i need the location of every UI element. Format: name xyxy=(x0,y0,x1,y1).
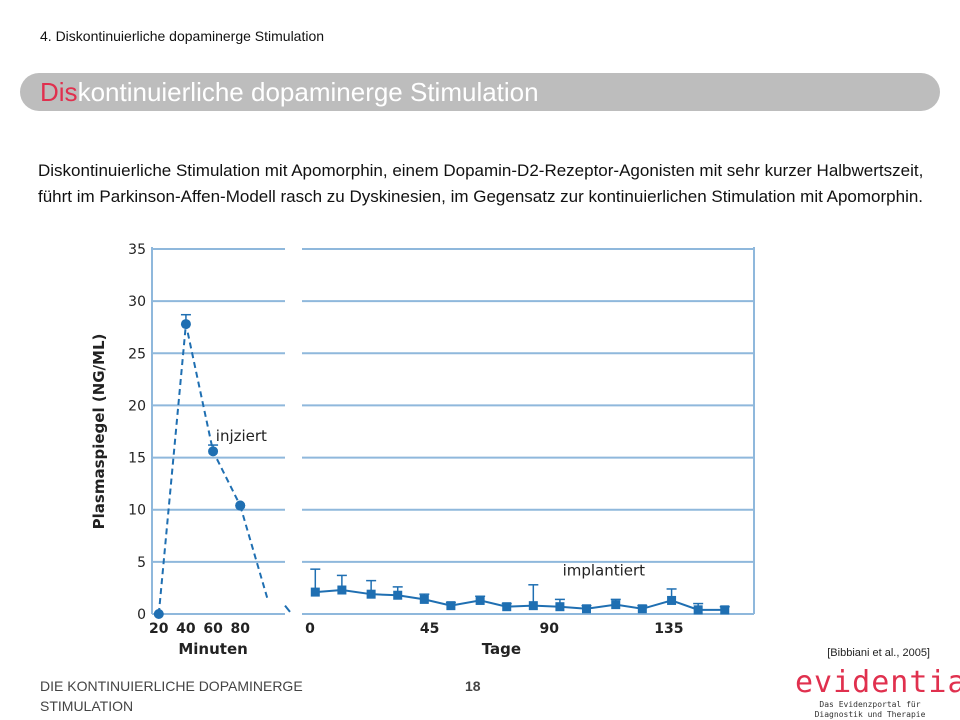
logo-wordmark: evidentia xyxy=(795,665,960,700)
breadcrumb: 4. Diskontinuierliche dopaminerge Stimul… xyxy=(40,28,325,44)
series-tail-injected xyxy=(239,505,269,599)
y-tick-label: 15 xyxy=(128,451,146,467)
y-tick-label: 25 xyxy=(128,346,146,362)
data-point-injected xyxy=(208,446,219,457)
title-rest: kontinuierliche dopaminerge Stimulation xyxy=(77,77,539,107)
y-tick-label: 20 xyxy=(128,398,146,414)
y-axis-label: Plasmaspiegel (NG/ML) xyxy=(90,334,108,530)
plasma-level-chart: 0 5 10 15 20 25 30 35 Plasmaspiegel (NG/ML) 20 40 6… xyxy=(90,242,755,658)
data-point-injected xyxy=(235,500,246,511)
series-line-implanted xyxy=(315,589,725,611)
data-point-implanted xyxy=(693,605,703,615)
data-point-implanted xyxy=(475,595,485,605)
title-bar: Diskontinuierliche dopaminerge Stimulati… xyxy=(20,73,940,111)
data-point-implanted xyxy=(581,604,591,614)
panel-break-mark xyxy=(284,605,291,613)
title-accent: Dis xyxy=(40,77,78,107)
y-tick-label: 30 xyxy=(128,294,146,310)
data-point-implanted xyxy=(502,602,512,612)
x-tick-label-days: 90 xyxy=(540,621,560,637)
data-point-implanted xyxy=(393,590,403,600)
x-tick-label-days: 0 xyxy=(305,621,315,637)
x-tick-label-days: 45 xyxy=(420,621,439,637)
y-tick-label: 10 xyxy=(128,503,146,519)
data-point-implanted xyxy=(310,587,320,597)
logo-tagline: Das Evidenzportal für Diagnostik und The… xyxy=(814,700,926,719)
data-point-implanted xyxy=(419,594,429,604)
series-line-injected xyxy=(157,323,242,615)
data-point-implanted xyxy=(337,585,347,595)
y-tick-label: 5 xyxy=(137,555,146,571)
data-point-implanted xyxy=(555,602,565,612)
y-tick-label: 0 xyxy=(137,607,146,623)
data-point-implanted xyxy=(720,605,730,615)
x-axis-label-minutes: Minuten xyxy=(178,640,247,658)
x-tick-label-minutes: 20 xyxy=(149,621,169,637)
series-label-implanted: implantiert xyxy=(563,561,646,579)
citation: [Bibbiani et al., 2005] xyxy=(827,647,930,659)
page-title: Diskontinuierliche dopaminerge Stimulati… xyxy=(40,77,539,107)
body-paragraph: Diskontinuierliche Stimulation mit Apomo… xyxy=(38,161,924,206)
x-axis-label-days: Tage xyxy=(482,640,521,658)
data-point-implanted xyxy=(637,604,647,614)
data-point-implanted xyxy=(366,589,376,599)
data-point-injected xyxy=(153,609,164,619)
data-point-implanted xyxy=(611,600,621,610)
evidentia-logo: evidentia Das Evidenzportal für Diagnost… xyxy=(795,665,960,720)
data-point-implanted xyxy=(446,601,456,611)
x-tick-label-days: 135 xyxy=(654,621,683,637)
x-tick-label-minutes: 40 xyxy=(176,621,196,637)
data-point-implanted xyxy=(528,601,538,611)
footer-section: DIE KONTINUIERLICHE DOPAMINERGE STIMULAT… xyxy=(40,678,303,714)
data-point-injected xyxy=(180,319,191,330)
x-tick-label-minutes: 80 xyxy=(230,621,250,637)
page-number: 18 xyxy=(465,678,481,694)
y-tick-label: 35 xyxy=(128,242,146,258)
series-label-injected: injziert xyxy=(216,427,267,445)
data-point-implanted xyxy=(667,595,677,605)
x-tick-label-minutes: 60 xyxy=(203,621,223,637)
